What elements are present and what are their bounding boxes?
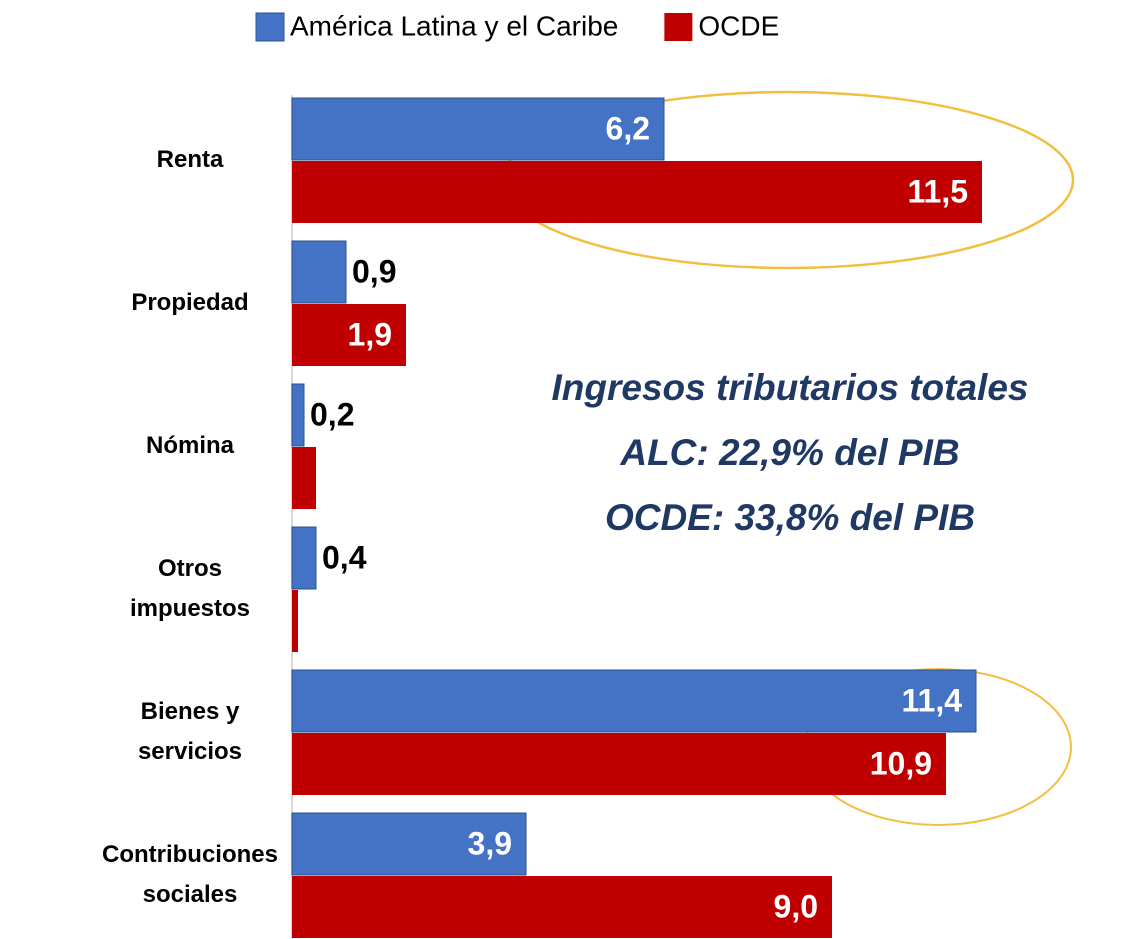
data-label: 9,0: [774, 888, 818, 924]
category-label: Bienes y servicios: [137, 698, 243, 765]
data-label: 0,9: [352, 253, 396, 289]
category-label: Renta: [156, 146, 224, 173]
bar: [291, 812, 527, 876]
bar: [291, 383, 305, 447]
annotation: ALC: 22,9% del PIB: [619, 432, 959, 473]
bar: [292, 161, 982, 223]
legend-label: América Latina y el Caribe: [290, 10, 618, 41]
data-label: 11,4: [901, 682, 962, 718]
annotation: Ingresos tributarios totales: [552, 367, 1029, 408]
legend-label: OCDE: [698, 10, 779, 41]
data-label: 0,4: [322, 539, 367, 575]
data-label: 0,2: [310, 396, 354, 432]
legend-swatch: [255, 12, 285, 42]
category-label: Propiedad: [131, 289, 249, 316]
bar: [291, 526, 317, 590]
data-label: 1,9: [348, 316, 392, 352]
category-label: Nómina: [145, 432, 234, 459]
legend-swatch: [664, 13, 693, 41]
bar: [292, 876, 832, 938]
data-label: 11,5: [907, 173, 968, 209]
bar: [292, 733, 946, 795]
bar: [292, 590, 298, 652]
data-label: 10,9: [870, 745, 932, 781]
bar: [292, 447, 316, 509]
data-label: 3,9: [468, 825, 512, 861]
bar: [292, 304, 406, 366]
category-label: Contribuciones sociales: [101, 841, 278, 908]
bar: [291, 669, 977, 733]
annotation: OCDE: 33,8% del PIB: [605, 497, 975, 538]
bar: [291, 97, 665, 161]
bar: [291, 240, 347, 304]
data-label: 6,2: [606, 110, 650, 146]
category-label: Otros impuestos: [129, 555, 251, 622]
